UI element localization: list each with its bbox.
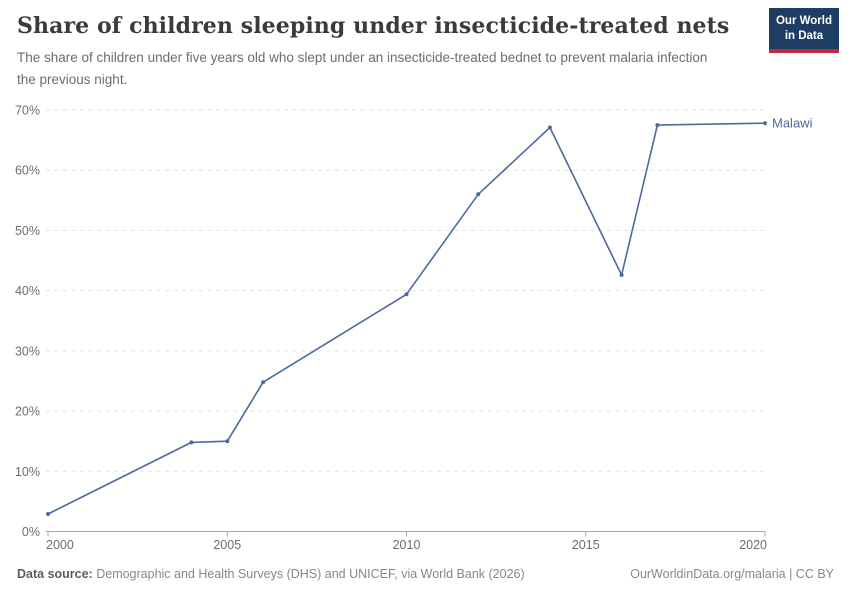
credit-link: OurWorldinData.org/malaria | CC BY <box>630 567 834 581</box>
data-point <box>619 273 624 277</box>
x-axis-tick-label: 2010 <box>393 538 421 552</box>
data-point <box>547 125 552 130</box>
data-point <box>261 380 266 385</box>
data-point <box>46 512 50 516</box>
owid-logo-line2: in Data <box>784 29 824 42</box>
data-point <box>476 192 481 197</box>
y-axis-tick-label: 50% <box>15 224 40 238</box>
chart-footer: Data source: Demographic and Health Surv… <box>17 567 834 581</box>
data-source-text: Demographic and Health Surveys (DHS) and… <box>96 567 525 581</box>
y-axis-tick-label: 70% <box>15 104 40 118</box>
y-axis-tick-label: 60% <box>15 164 40 178</box>
chart-header: Share of children sleeping under insecti… <box>17 13 755 90</box>
x-axis-tick-label: 2015 <box>572 538 600 552</box>
data-point <box>655 123 660 128</box>
chart-subtitle: The share of children under five years o… <box>17 50 708 87</box>
chart-title: Share of children sleeping under insecti… <box>17 13 730 39</box>
data-point <box>404 292 409 297</box>
owid-logo: Our World in Data <box>768 8 839 53</box>
x-axis-tick-label: 2000 <box>46 538 74 552</box>
y-axis-tick-label: 10% <box>15 465 40 479</box>
series-line-malawi <box>47 122 766 515</box>
y-axis-tick-label: 20% <box>15 405 40 419</box>
data-point <box>225 439 230 444</box>
y-axis-tick-label: 40% <box>15 284 40 298</box>
x-axis-tick-label: 2005 <box>213 538 241 552</box>
data-source: Data source: Demographic and Health Surv… <box>17 567 525 581</box>
owid-logo-line1: Our World <box>775 15 832 27</box>
x-axis-tick-label: 2020 <box>739 538 767 552</box>
y-axis-tick-label: 30% <box>15 344 40 358</box>
data-point <box>763 121 767 126</box>
y-axis-tick-label: 0% <box>22 525 40 539</box>
data-source-label: Data source: <box>17 567 93 581</box>
series-end-label: Malawi <box>772 115 813 130</box>
data-point <box>189 440 194 445</box>
